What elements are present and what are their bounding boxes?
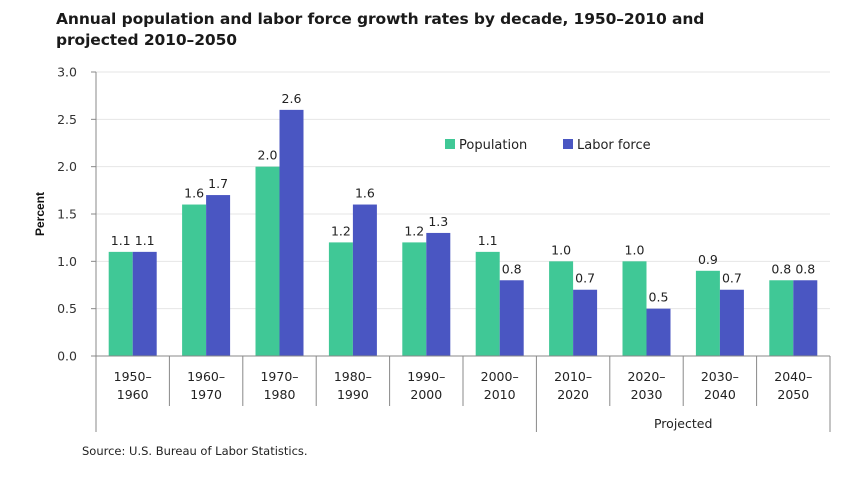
bar-labor-force [793,280,818,356]
x-tick-label: 2020 [557,387,589,402]
data-label: 1.2 [331,223,351,238]
bar-population [622,261,647,356]
data-label: 0.5 [649,290,669,305]
legend: Population Labor force [445,138,651,153]
data-labels: 1.1 1.1 1.6 1.7 2.0 2.6 1.2 1.6 1.2 1.3 1.1 0.8 1.0 0… [111,91,816,305]
data-label: 0.8 [795,261,815,276]
data-label: 1.1 [111,233,131,248]
legend-swatch-population [445,139,455,149]
y-axis-label: Percent [33,192,47,236]
x-tick-label: 2050 [777,387,809,402]
y-tick-label: 0.0 [57,349,77,364]
bar-population [769,280,794,356]
chart-title-line-2: projected 2010–2050 [56,31,237,49]
bar-labor-force [499,280,524,356]
legend-label-labor-force: Labor force [577,138,651,153]
bar-labor-force [426,232,451,356]
x-tick-label: 1950– [114,369,152,384]
bar-labor-force [719,289,744,356]
data-label: 1.1 [478,233,498,248]
x-tick-label: 2010 [484,387,516,402]
x-tick-label: 2030– [701,369,739,384]
axes: 0.0 0.5 1.0 1.5 2.0 2.5 3.0 1950– 1960 1960– 1970 1… [57,65,831,432]
bar-labor-force [279,109,304,356]
bar-population [695,270,720,356]
data-label: 1.6 [184,186,204,201]
bar-population [328,242,353,356]
bar-population [549,261,574,356]
data-label: 1.0 [625,242,645,257]
x-tick-label: 1960 [117,387,149,402]
bar-population [255,166,280,356]
x-group-label-projected: Projected [654,416,712,431]
x-tick-label: 2010– [554,369,592,384]
x-tick-label: 1980– [334,369,372,384]
chart-title: Annual population and labor force growth… [56,9,816,51]
chart-title-line-1: Annual population and labor force growth… [56,10,705,28]
data-label: 1.3 [428,214,448,229]
y-tick-label: 2.0 [57,159,77,174]
y-tick-label: 1.0 [57,254,77,269]
x-tick-label: 2020– [627,369,665,384]
bar-population [475,251,500,356]
bar-population [182,204,207,356]
data-label: 0.8 [771,261,791,276]
data-label: 1.0 [551,242,571,257]
x-tick-label: 1980 [264,387,296,402]
data-label: 0.8 [502,261,522,276]
x-tick-label: 1970 [190,387,222,402]
bar-labor-force [573,289,598,356]
data-label: 1.7 [208,176,228,191]
x-tick-label: 2040– [774,369,812,384]
bar-labor-force [132,251,157,356]
bar-labor-force [646,308,671,356]
bar-population [108,251,133,356]
source-note: Source: U.S. Bureau of Labor Statistics. [82,444,308,458]
bar-population [402,242,427,356]
data-label: 2.6 [282,91,302,106]
bar-labor-force [206,195,231,356]
data-label: 0.7 [722,271,742,286]
x-tick-label: 1990 [337,387,369,402]
data-label: 1.1 [135,233,155,248]
data-label: 1.6 [355,186,375,201]
x-tick-label: 2030 [631,387,663,402]
data-label: 0.9 [698,252,718,267]
y-tick-label: 1.5 [57,207,77,222]
x-tick-label: 1970– [260,369,298,384]
y-tick-label: 2.5 [57,112,77,127]
data-label: 2.0 [258,148,278,163]
x-tick-label: 2000– [481,369,519,384]
x-tick-label: 2040 [704,387,736,402]
x-tick-label: 2000 [410,387,442,402]
y-tick-label: 0.5 [57,301,77,316]
legend-label-population: Population [459,138,527,153]
data-label: 1.2 [404,223,424,238]
legend-swatch-labor-force [563,139,573,149]
data-label: 0.7 [575,271,595,286]
y-tick-label: 3.0 [57,65,77,80]
bars [108,109,818,356]
x-tick-label: 1960– [187,369,225,384]
bar-labor-force [352,204,377,356]
x-tick-label: 1990– [407,369,445,384]
